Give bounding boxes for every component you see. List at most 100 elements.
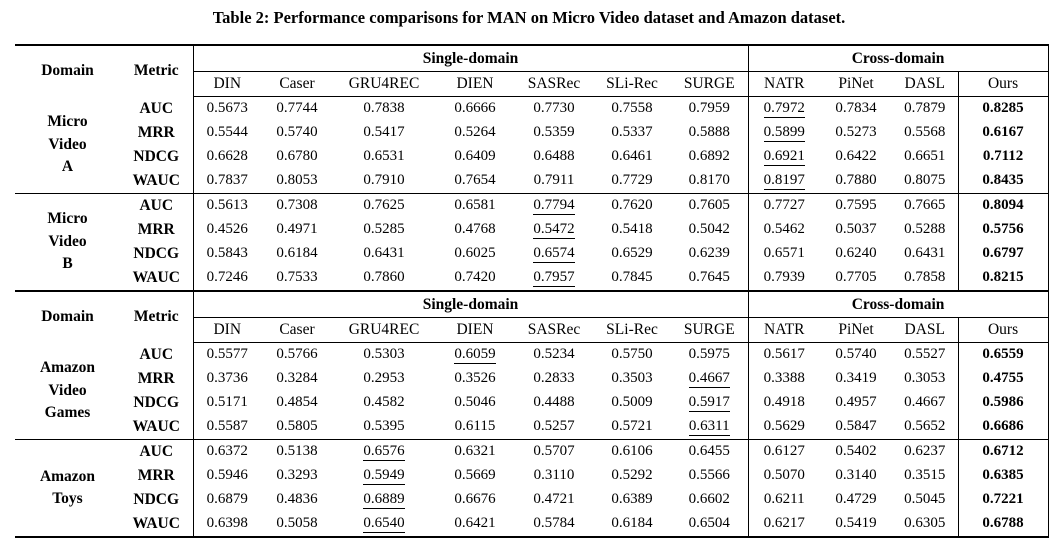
second-best-value: 0.6921 xyxy=(763,148,805,166)
value-cell: 0.5613 xyxy=(206,197,248,214)
table-row: WAUC 0.7246 0.7533 0.7860 0.7420 0.7957 0.7845… xyxy=(15,266,1049,292)
method-header: NATR xyxy=(748,317,821,343)
value-cell: 0.3053 xyxy=(892,367,959,391)
table-row: NDCG 0.5843 0.6184 0.6431 0.6025 0.6574 0.6529… xyxy=(15,242,1049,266)
method-header: SLi-Rec xyxy=(593,317,671,343)
value-cell: 0.7705 xyxy=(820,266,893,292)
value-cell: 0.6488 xyxy=(533,148,575,165)
second-best-value: 0.6889 xyxy=(363,491,405,509)
value-cell: 0.8435 xyxy=(958,169,1049,194)
metric-cell: AUC xyxy=(120,96,194,121)
method-header: SURGE xyxy=(671,71,749,97)
value-cell: 0.8075 xyxy=(892,169,959,194)
value-cell: 0.6422 xyxy=(835,148,877,165)
value-cell: 0.4729 xyxy=(835,491,877,508)
value-cell: 0.6788 xyxy=(958,512,1049,537)
value-cell: 0.6305 xyxy=(892,512,959,537)
value-cell: 0.5847 xyxy=(820,415,893,440)
header-cross-domain: Cross-domain xyxy=(748,291,1049,318)
value-cell: 0.5899 xyxy=(748,121,820,145)
header-row-methods: DIN Caser GRU4REC DIEN SASRec SLi-Rec SURGE NAT… xyxy=(15,71,1049,97)
value-cell: 0.7911 xyxy=(515,169,593,194)
value-cell: 0.7860 xyxy=(333,266,435,292)
table-body: Domain Metric Single-domain Cross-domain DIN… xyxy=(15,45,1049,537)
metric-cell: MRR xyxy=(120,218,194,242)
value-cell: 0.6581 xyxy=(454,197,496,214)
value-cell: 0.5756 xyxy=(958,218,1049,242)
value-cell: 0.5402 xyxy=(835,443,877,460)
method-header: Caser xyxy=(261,71,333,97)
value-cell: 0.6666 xyxy=(454,100,496,117)
value-cell: 0.2953 xyxy=(363,370,405,387)
value-cell: 0.6797 xyxy=(958,242,1049,266)
value-cell: 0.5673 xyxy=(206,100,248,117)
value-cell: 0.3526 xyxy=(454,370,496,387)
value-cell: 0.5784 xyxy=(533,515,575,532)
value-cell: 0.7845 xyxy=(593,266,671,292)
value-cell: 0.6602 xyxy=(671,488,749,512)
value-cell: 0.6237 xyxy=(892,439,959,464)
method-header: DASL xyxy=(892,71,959,97)
value-cell: 0.5766 xyxy=(276,346,318,363)
header-ours: Ours xyxy=(958,317,1049,343)
metric-cell: MRR xyxy=(120,464,194,488)
table-caption: Table 2: Performance comparisons for MAN… xyxy=(212,8,846,27)
value-cell: 0.7834 xyxy=(835,100,877,117)
value-cell: 0.6686 xyxy=(958,415,1049,440)
value-cell: 0.6504 xyxy=(671,512,749,537)
value-cell: 0.3284 xyxy=(276,370,318,387)
metric-cell: WAUC xyxy=(120,415,194,440)
value-cell: 0.7558 xyxy=(611,100,653,117)
value-cell: 0.6311 xyxy=(671,415,749,440)
value-cell: 0.7879 xyxy=(892,96,959,121)
value-cell: 0.4582 xyxy=(363,394,405,411)
value-cell: 0.7625 xyxy=(363,197,405,214)
value-cell: 0.5418 xyxy=(611,221,653,238)
value-cell: 0.5805 xyxy=(261,415,333,440)
value-cell: 0.5975 xyxy=(671,342,749,367)
second-best-value: 0.6311 xyxy=(688,418,730,436)
value-cell: 0.5750 xyxy=(611,346,653,363)
value-cell: 0.5045 xyxy=(892,488,959,512)
method-header: Caser xyxy=(261,317,333,343)
value-cell: 0.5009 xyxy=(611,394,653,411)
table-row: NDCG 0.6879 0.4836 0.6889 0.6676 0.4721 0.6389… xyxy=(15,488,1049,512)
value-cell: 0.7972 xyxy=(748,97,820,122)
value-cell: 0.5949 xyxy=(333,464,435,488)
value-cell: 0.3736 xyxy=(206,370,248,387)
value-cell: 0.5577 xyxy=(206,346,248,363)
value-cell: 0.7112 xyxy=(958,145,1049,169)
value-cell: 0.8170 xyxy=(671,169,749,194)
value-cell: 0.4768 xyxy=(454,221,496,238)
value-cell: 0.5629 xyxy=(748,415,821,440)
second-best-value: 0.6540 xyxy=(363,515,405,533)
value-cell: 0.6239 xyxy=(671,242,749,266)
value-cell: 0.3515 xyxy=(892,464,959,488)
value-cell: 0.7910 xyxy=(333,169,435,194)
second-best-value: 0.8197 xyxy=(763,172,805,190)
value-cell: 0.5986 xyxy=(958,391,1049,415)
value-cell: 0.4836 xyxy=(276,491,318,508)
header-domain: Domain xyxy=(41,308,94,326)
method-header: PiNet xyxy=(820,317,893,343)
table-row: NDCG 0.6628 0.6780 0.6531 0.6409 0.6488 0.6461… xyxy=(15,145,1049,169)
metric-cell: WAUC xyxy=(120,169,194,194)
value-cell: 0.6184 xyxy=(611,515,653,532)
value-cell: 0.6531 xyxy=(363,148,405,165)
value-cell: 0.6385 xyxy=(958,464,1049,488)
value-cell: 0.7744 xyxy=(276,100,318,117)
table-row: NDCG 0.5171 0.4854 0.4582 0.5046 0.4488 0.5009… xyxy=(15,391,1049,415)
value-cell: 0.6421 xyxy=(454,515,496,532)
value-cell: 0.6712 xyxy=(958,439,1049,464)
method-header: DIEN xyxy=(435,71,515,97)
value-cell: 0.5669 xyxy=(454,467,496,484)
value-cell: 0.6398 xyxy=(206,515,248,532)
value-cell: 0.5395 xyxy=(333,415,435,440)
value-cell: 0.3293 xyxy=(276,467,318,484)
value-cell: 0.6892 xyxy=(671,145,749,169)
value-cell: 0.5070 xyxy=(763,467,805,484)
method-header: SLi-Rec xyxy=(593,71,671,97)
value-cell: 0.5587 xyxy=(193,415,261,440)
value-cell: 0.6431 xyxy=(892,242,959,266)
value-cell: 0.7221 xyxy=(958,488,1049,512)
